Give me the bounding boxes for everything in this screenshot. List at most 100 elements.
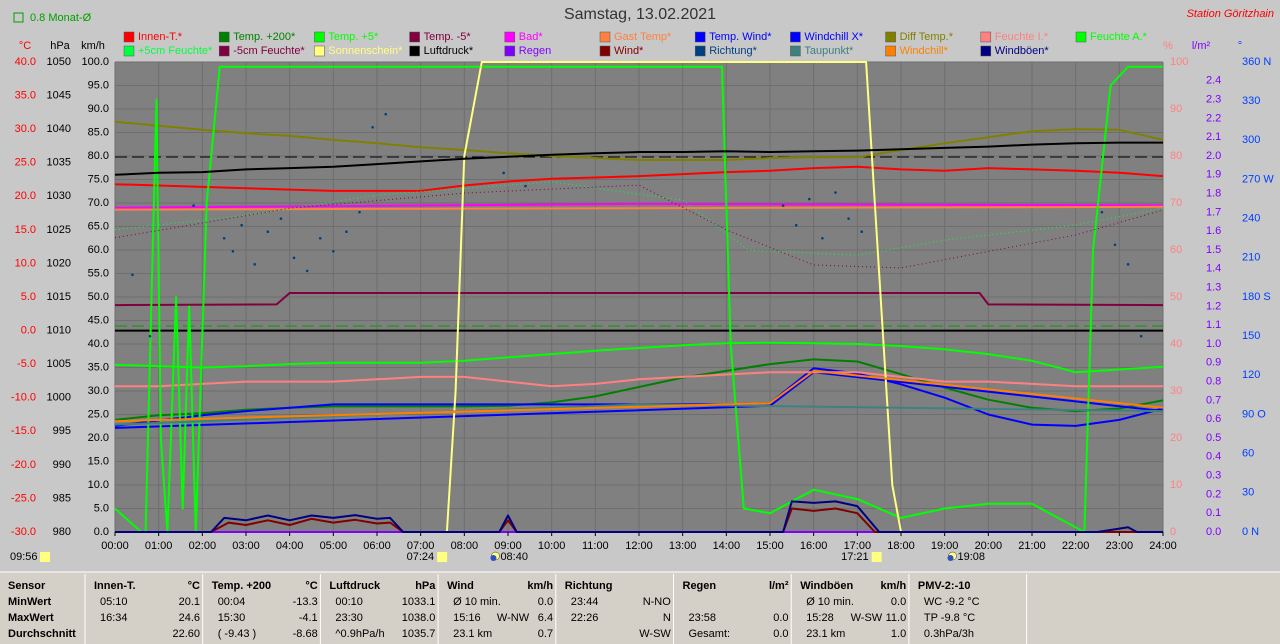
sun-time: 17:21 <box>841 551 869 563</box>
legend-label: Diff Temp.* <box>900 31 954 43</box>
cell-text: 1033.1 <box>402 596 436 608</box>
y-tick-label: 1050 <box>47 56 71 68</box>
y-tick-label: 90 <box>1170 103 1182 115</box>
cell-text: WC -9.2 °C <box>924 596 980 608</box>
legend-swatch <box>885 45 896 57</box>
cell-text: W-NW <box>497 612 530 624</box>
x-tick-label: 14:00 <box>713 540 741 552</box>
y-tick-label: 0.1 <box>1206 507 1221 519</box>
y-tick-label: 0.5 <box>1206 432 1221 444</box>
y-tick-label: -5.0 <box>17 358 36 370</box>
legend-swatch <box>790 45 801 57</box>
column-header: PMV-2:-10 <box>918 580 971 592</box>
series-line <box>115 507 1163 533</box>
stats-table: Sensor MinWert MaxWert Durchschnitt Innen-T.… <box>8 574 1028 644</box>
legend-label: Temp. +200* <box>233 31 296 43</box>
column-header: Regen <box>683 580 717 592</box>
moon-icon <box>947 555 954 561</box>
legend-label: Gast Temp* <box>614 31 672 43</box>
legend-swatch <box>504 45 516 57</box>
y-tick-label: 1010 <box>47 324 71 336</box>
station-name: Station Göritzhain <box>1187 8 1274 20</box>
cell-text: 22:26 <box>571 612 599 624</box>
x-tick-label: 11:00 <box>582 540 609 552</box>
cell-text: Ø 10 min. <box>453 596 501 608</box>
y-tick-label: -10.0 <box>11 392 36 404</box>
y-tick-label: 35.0 <box>88 361 109 373</box>
series-line <box>114 165 1164 192</box>
legend-label: Windchill* <box>900 45 949 57</box>
legend-label: Feuchte A.* <box>1090 31 1148 43</box>
direction-dot <box>148 334 152 338</box>
direction-dot <box>524 184 527 188</box>
y-tick-label: 1.8 <box>1206 188 1221 200</box>
column-header: Luftdruck <box>329 580 381 592</box>
axis-title: % <box>1163 40 1173 52</box>
legend-label: Temp. Wind* <box>709 31 772 43</box>
column-header: Richtung <box>565 580 613 592</box>
y-tick-label: 45.0 <box>88 314 109 326</box>
axis-title: hPa <box>50 40 70 52</box>
y-tick-label: 980 <box>53 526 71 538</box>
direction-dot <box>279 217 283 220</box>
y-tick-label: 1045 <box>47 89 71 101</box>
x-tick-label: 15:00 <box>756 540 784 552</box>
y-tick-label: 2.0 <box>1206 150 1221 162</box>
y-tick-label: 1.1 <box>1206 319 1221 331</box>
cell-text: 23:30 <box>335 612 363 624</box>
x-tick-label: 09:00 <box>494 540 522 552</box>
y-tick-label: 80 <box>1170 150 1182 162</box>
direction-dot <box>131 273 134 277</box>
series-line <box>114 120 1164 161</box>
series-line <box>114 292 1164 307</box>
column-unit: °C <box>305 580 317 592</box>
direction-dot <box>781 204 785 207</box>
y-tick-label: 30 <box>1242 487 1254 499</box>
y-tick-label: 10 <box>1170 479 1182 491</box>
cell-text: 0.0 <box>891 596 906 608</box>
cell-text: N <box>663 612 671 624</box>
cell-text: 23:58 <box>689 612 717 624</box>
series-line <box>114 205 1164 211</box>
y-tick-label: 75.0 <box>88 173 109 185</box>
direction-dot <box>371 125 374 129</box>
legend-label: Taupunkt* <box>804 45 854 57</box>
y-tick-label: 270 W <box>1242 173 1274 185</box>
legend-swatch <box>123 45 135 57</box>
table-background <box>0 572 1280 644</box>
y-tick-label: -20.0 <box>11 459 36 471</box>
row-label: MaxWert <box>8 612 54 624</box>
y-tick-label: 70 <box>1170 197 1182 209</box>
axis-title: °C <box>19 40 31 52</box>
legend-label: Feuchte I.* <box>995 31 1049 43</box>
y-tick-label: 0.7 <box>1206 394 1221 406</box>
direction-dot <box>266 230 270 234</box>
y-tick-label: 0.4 <box>1206 451 1221 463</box>
legend-swatch <box>885 31 896 43</box>
x-tick-label: 20:00 <box>975 540 1003 552</box>
direction-dot <box>318 236 322 240</box>
x-tick-label: 05:00 <box>320 540 348 552</box>
series-line <box>115 371 1163 388</box>
direction-dot <box>502 171 505 175</box>
series-line <box>114 341 1164 374</box>
legend-swatch <box>409 31 420 43</box>
legend-label: +5cm Feuchte* <box>138 45 213 57</box>
cell-text: 1.0 <box>891 628 906 640</box>
cell-text: 23:44 <box>571 596 599 608</box>
cell-text: W-SW <box>851 612 883 624</box>
x-tick-label: 02:00 <box>189 540 217 552</box>
y-tick-label: 65.0 <box>88 220 109 232</box>
x-tick-label: 04:00 <box>276 540 304 552</box>
direction-dot <box>1126 263 1130 266</box>
direction-dot <box>345 230 348 234</box>
axis-title: ° <box>1238 40 1242 52</box>
y-tick-label: 20 <box>1170 432 1182 444</box>
legend-swatch <box>980 45 992 57</box>
y-tick-label: 0.9 <box>1206 357 1221 369</box>
y-tick-label: 100.0 <box>81 56 109 68</box>
legend-label: Wind* <box>614 45 644 57</box>
y-tick-label: 40.0 <box>88 338 109 350</box>
y-tick-label: 990 <box>53 459 71 471</box>
y-tick-label: 15.0 <box>15 224 36 236</box>
